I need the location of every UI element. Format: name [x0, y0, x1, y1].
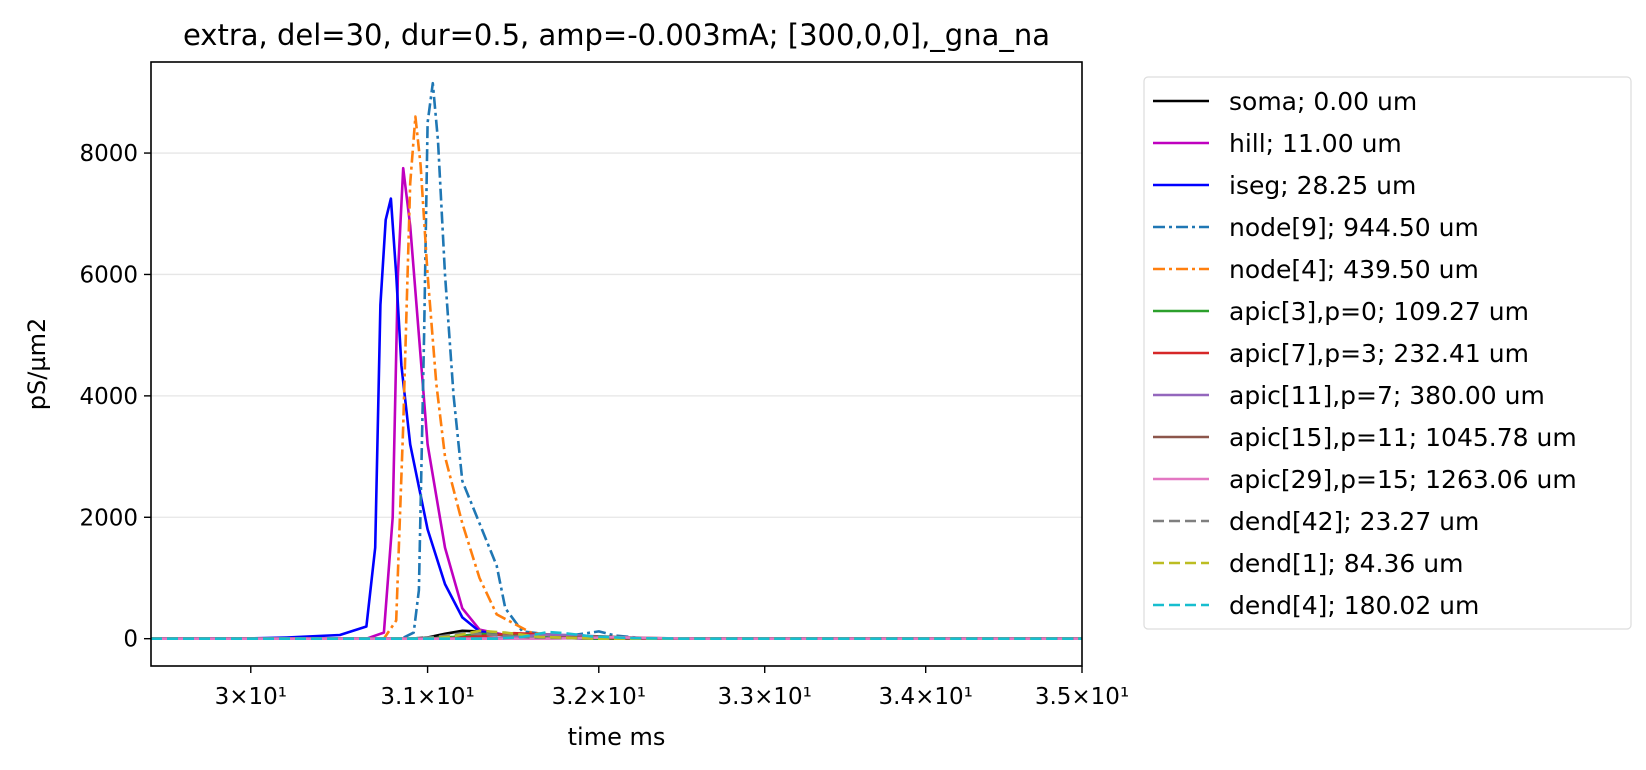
legend-item: apic[11],p=7; 380.00 um — [1153, 381, 1545, 410]
legend-label: apic[7],p=3; 232.41 um — [1229, 339, 1529, 368]
legend-label: apic[11],p=7; 380.00 um — [1229, 381, 1545, 410]
legend-item: apic[3],p=0; 109.27 um — [1153, 297, 1529, 326]
legend-label: dend[4]; 180.02 um — [1229, 591, 1479, 620]
plot-frame — [150, 61, 1083, 667]
x-tick-label: 3.3×10¹ — [718, 684, 812, 710]
legend-item: dend[42]; 23.27 um — [1153, 507, 1479, 536]
y-tick-label: 8000 — [79, 141, 138, 167]
legend-label: dend[1]; 84.36 um — [1229, 549, 1463, 578]
legend: soma; 0.00 um hill; 11.00 um iseg; 28.25 u… — [1143, 76, 1632, 630]
legend-item: apic[15],p=11; 1045.78 um — [1153, 423, 1577, 452]
legend-label: apic[29],p=15; 1263.06 um — [1229, 465, 1577, 494]
series-line — [151, 115, 1082, 641]
legend-label: apic[15],p=11; 1045.78 um — [1229, 423, 1577, 452]
x-tick-label: 3.5×10¹ — [1035, 684, 1129, 710]
y-tick-label: 4000 — [79, 384, 138, 410]
series-line — [151, 197, 1082, 641]
chart-title: extra, del=30, dur=0.5, amp=-0.003mA; [3… — [183, 18, 1050, 52]
legend-label: dend[42]; 23.27 um — [1229, 507, 1479, 536]
x-tick-label: 3×10¹ — [215, 684, 287, 710]
series-line — [151, 166, 1082, 641]
legend-label: node[9]; 944.50 um — [1229, 213, 1479, 242]
legend-label: soma; 0.00 um — [1229, 87, 1417, 116]
x-tick-label: 3.2×10¹ — [552, 684, 646, 710]
series-lines — [151, 81, 1082, 641]
y-axis-ticks: 0 2000 4000 6000 8000 — [79, 141, 151, 653]
legend-item: node[4]; 439.50 um — [1153, 255, 1479, 284]
legend-label: hill; 11.00 um — [1229, 129, 1402, 158]
legend-label: apic[3],p=0; 109.27 um — [1229, 297, 1529, 326]
x-axis-label: time ms — [568, 723, 666, 751]
legend-item: dend[1]; 84.36 um — [1153, 549, 1463, 578]
y-tick-label: 0 — [123, 627, 138, 653]
legend-box — [1143, 76, 1632, 630]
legend-label: node[4]; 439.50 um — [1229, 255, 1479, 284]
y-tick-label: 2000 — [79, 505, 138, 531]
legend-label: iseg; 28.25 um — [1229, 171, 1416, 200]
legend-item: apic[7],p=3; 232.41 um — [1153, 339, 1529, 368]
y-axis-label: pS/µm2 — [23, 318, 51, 410]
legend-item: iseg; 28.25 um — [1153, 171, 1416, 200]
legend-item: apic[29],p=15; 1263.06 um — [1153, 465, 1577, 494]
x-tick-label: 3.4×10¹ — [879, 684, 973, 710]
legend-item: node[9]; 944.50 um — [1153, 213, 1479, 242]
legend-item: dend[4]; 180.02 um — [1153, 591, 1479, 620]
x-axis-ticks: 3×10¹ 3.1×10¹ 3.2×10¹ 3.3×10¹ 3.4×10¹ 3.5×10¹ — [215, 666, 1129, 710]
grid-lines — [151, 152, 1082, 518]
x-tick-label: 3.1×10¹ — [380, 684, 474, 710]
series-line — [151, 81, 1082, 641]
series-line — [151, 630, 1082, 641]
legend-item: soma; 0.00 um — [1153, 87, 1417, 116]
legend-item: hill; 11.00 um — [1153, 129, 1402, 158]
y-tick-label: 6000 — [79, 262, 138, 288]
